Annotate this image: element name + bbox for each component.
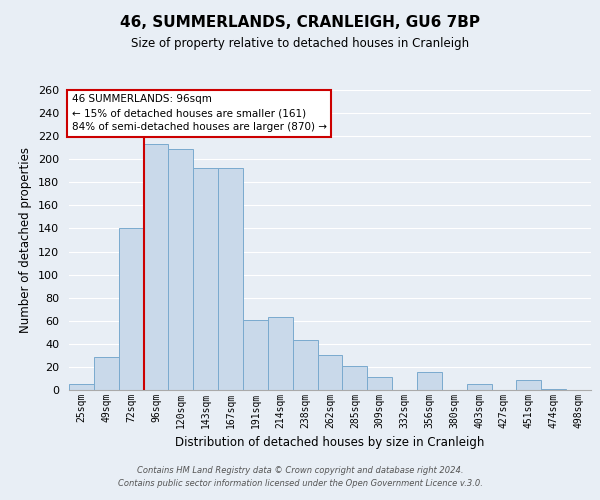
Y-axis label: Number of detached properties: Number of detached properties (19, 147, 32, 333)
Bar (218, 168, 243, 390)
Bar (343, 366, 367, 390)
Text: Size of property relative to detached houses in Cranleigh: Size of property relative to detached ho… (131, 38, 469, 51)
Bar (541, 389, 566, 390)
Text: 46 SUMMERLANDS: 96sqm
← 15% of detached houses are smaller (161)
84% of semi-det: 46 SUMMERLANDS: 96sqm ← 15% of detached … (71, 94, 326, 132)
X-axis label: Distribution of detached houses by size in Cranleigh: Distribution of detached houses by size … (175, 436, 485, 450)
Bar (517, 380, 541, 390)
Bar (367, 378, 392, 390)
Bar (169, 149, 193, 390)
Bar (417, 372, 442, 390)
Bar (317, 356, 343, 390)
Bar (94, 356, 119, 390)
Bar (119, 228, 143, 390)
Bar (243, 320, 268, 390)
Text: 46, SUMMERLANDS, CRANLEIGH, GU6 7BP: 46, SUMMERLANDS, CRANLEIGH, GU6 7BP (120, 15, 480, 30)
Text: Contains HM Land Registry data © Crown copyright and database right 2024.
Contai: Contains HM Land Registry data © Crown c… (118, 466, 482, 487)
Bar (193, 168, 218, 390)
Bar (143, 144, 169, 390)
Bar (293, 340, 317, 390)
Bar (69, 384, 94, 390)
Bar (467, 384, 491, 390)
Bar (268, 318, 293, 390)
